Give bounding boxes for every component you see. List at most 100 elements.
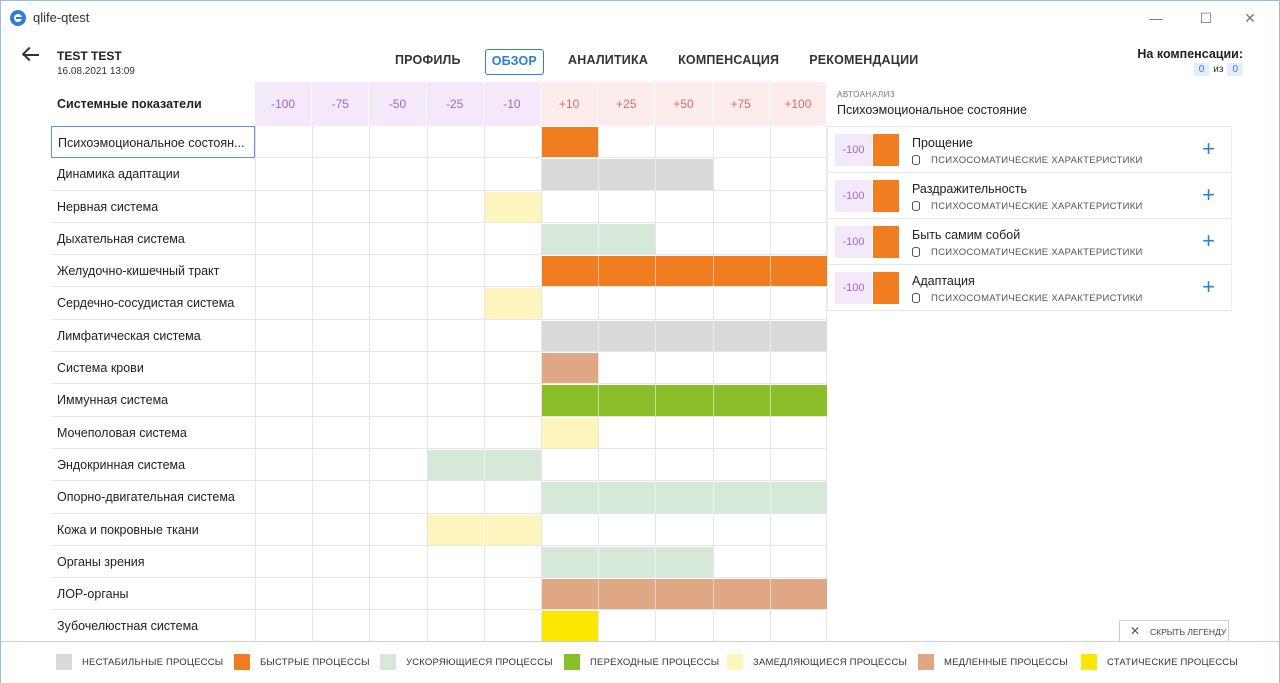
process-bar[interactable]	[542, 385, 827, 416]
tab-recommendations[interactable]: РЕКОМЕНДАЦИИ	[809, 53, 919, 67]
indicator-label-cell[interactable]: ЛОР-органы	[51, 578, 255, 611]
item-score: -100	[835, 272, 872, 304]
process-bar[interactable]	[542, 127, 599, 158]
indicator-row[interactable]: ЛОР-органы	[51, 578, 827, 611]
indicator-label-cell[interactable]: Кожа и покровные ткани	[51, 514, 255, 546]
indicator-label-cell[interactable]: Система крови	[51, 352, 255, 385]
indicator-label: Дыхательная система	[57, 231, 185, 246]
minimize-icon[interactable]: —	[1149, 10, 1163, 26]
bar-divider	[598, 579, 600, 610]
maximize-icon[interactable]: ☐	[1199, 10, 1213, 26]
grid-cell	[769, 287, 827, 320]
grid-cell	[255, 287, 313, 320]
indicator-label: Мочеполовая система	[57, 425, 187, 440]
indicator-row[interactable]: Мочеполовая система	[51, 416, 827, 449]
item-name: Раздражительность	[912, 182, 1028, 196]
item-score: -100	[835, 134, 872, 166]
indicator-label: Эндокринная система	[57, 457, 186, 472]
process-bar[interactable]	[542, 159, 713, 190]
compensation-current: 0	[1193, 63, 1210, 76]
bar-divider	[655, 546, 657, 578]
add-icon[interactable]: +	[1202, 274, 1215, 299]
bar-divider	[712, 579, 714, 610]
tab-profile[interactable]: ПРОФИЛЬ	[395, 53, 461, 67]
indicator-label-cell[interactable]: Иммунная система	[51, 384, 255, 417]
add-icon[interactable]: +	[1202, 136, 1215, 161]
indicator-label-cell[interactable]: Дыхательная система	[51, 223, 255, 256]
indicator-row[interactable]: Опорно-двигательная система	[51, 481, 827, 514]
hide-legend-button[interactable]: ✕ СКРЫТЬ ЛЕГЕНДУ	[1119, 620, 1229, 641]
grid-cell	[255, 578, 313, 611]
process-bar[interactable]	[542, 546, 713, 578]
indicator-row[interactable]: Нервная система	[51, 190, 827, 223]
indicator-label-cell[interactable]: Опорно-двигательная система	[51, 481, 255, 514]
process-bar[interactable]	[484, 191, 541, 222]
tab-analytics[interactable]: АНАЛИТИКА	[567, 53, 649, 67]
indicator-row[interactable]: Лимфатическая система	[51, 319, 827, 353]
process-bar[interactable]	[542, 579, 827, 610]
process-bar[interactable]	[542, 353, 599, 384]
title-bar: qlife-qtest — ☐ ✕	[1, 1, 1279, 35]
back-arrow-icon[interactable]	[21, 46, 41, 63]
indicator-row[interactable]: Дыхательная система	[51, 222, 827, 256]
indicator-label-cell[interactable]: Нервная система	[51, 191, 255, 223]
process-bar[interactable]	[542, 320, 827, 352]
autoanalysis-item[interactable]: -100 Адаптация ПСИХОСОМАТИЧЕСКИЕ ХАРАКТЕРИ…	[827, 266, 1232, 311]
indicator-row[interactable]: Система крови	[51, 352, 827, 385]
bar-divider	[712, 482, 714, 513]
process-bar[interactable]	[427, 449, 541, 481]
grid-cell	[312, 416, 370, 449]
indicator-label-cell[interactable]: Зубочелюстная система	[51, 610, 255, 643]
grid-cell	[312, 610, 370, 643]
indicator-label-cell[interactable]: Лимфатическая система	[51, 320, 255, 353]
process-bar[interactable]	[542, 223, 656, 255]
process-bar[interactable]	[542, 256, 827, 287]
indicator-row[interactable]: Сердечно-сосудистая система	[51, 287, 827, 320]
grid-cell	[369, 126, 427, 159]
indicator-row[interactable]: Иммунная система	[51, 384, 827, 417]
process-bar[interactable]	[542, 482, 827, 513]
autoanalysis-item[interactable]: -100 Быть самим собой ПСИХОСОМАТИЧЕСКИЕ ХА…	[827, 220, 1232, 265]
compensation-sep: из	[1213, 64, 1224, 75]
grid-cell	[541, 384, 599, 417]
indicator-row[interactable]: Динамика адаптации	[51, 158, 827, 191]
indicator-label-cell[interactable]: Сердечно-сосудистая система	[51, 287, 255, 320]
indicator-row[interactable]: Желудочно-кишечный тракт	[51, 255, 827, 288]
process-bar[interactable]	[427, 514, 541, 545]
add-icon[interactable]: +	[1202, 182, 1215, 207]
panel-header: АВТОАНАЛИЗ Психоэмоциональное состояние	[827, 82, 1232, 127]
autoanalysis-item[interactable]: -100 Прощение ПСИХОСОМАТИЧЕСКИЕ ХАРАКТЕРИС…	[827, 128, 1232, 173]
indicator-row[interactable]: Кожа и покровные ткани	[51, 513, 827, 546]
process-bar[interactable]	[484, 288, 541, 319]
indicator-label-cell[interactable]: Мочеполовая система	[51, 417, 255, 449]
tab-overview[interactable]: ОБЗОР	[484, 49, 544, 75]
indicator-label: Сердечно-сосудистая система	[57, 296, 235, 311]
legend-item: БЫСТРЫЕ ПРОЦЕССЫ	[234, 654, 370, 670]
app-logo-icon	[10, 10, 26, 26]
indicator-row[interactable]: Эндокринная система	[51, 448, 827, 482]
grid-cell	[483, 384, 541, 417]
bar-divider	[655, 482, 657, 513]
process-bar[interactable]	[542, 417, 599, 448]
autoanalysis-item[interactable]: -100 Раздражительность ПСИХОСОМАТИЧЕСКИЕ Х…	[827, 174, 1232, 219]
indicator-label-cell[interactable]: Динамика адаптации	[51, 158, 255, 191]
indicator-row[interactable]: Органы зрения	[51, 545, 827, 579]
indicator-label-cell[interactable]: Психоэмоциональное состоян...	[51, 126, 255, 159]
tab-compensation[interactable]: КОМПЕНСАЦИЯ	[678, 53, 780, 67]
indicator-label-cell[interactable]: Эндокринная система	[51, 449, 255, 482]
legend-item: УСКОРЯЮЩИЕСЯ ПРОЦЕССЫ	[380, 654, 553, 670]
process-bar[interactable]	[542, 611, 599, 642]
indicator-label-cell[interactable]: Органы зрения	[51, 546, 255, 579]
grid-cell	[426, 384, 484, 417]
indicator-row[interactable]: Зубочелюстная система	[51, 610, 827, 643]
bar-divider	[769, 579, 771, 610]
indicator-row[interactable]: Психоэмоциональное состоян...	[51, 126, 827, 159]
add-icon[interactable]: +	[1202, 228, 1215, 253]
grid-cell	[255, 610, 313, 643]
close-icon[interactable]: ✕	[1244, 10, 1256, 26]
indicator-label-cell[interactable]: Желудочно-кишечный тракт	[51, 255, 255, 288]
grid-cell	[769, 158, 827, 191]
grid-cell	[712, 610, 770, 643]
grid-cell	[655, 352, 713, 385]
